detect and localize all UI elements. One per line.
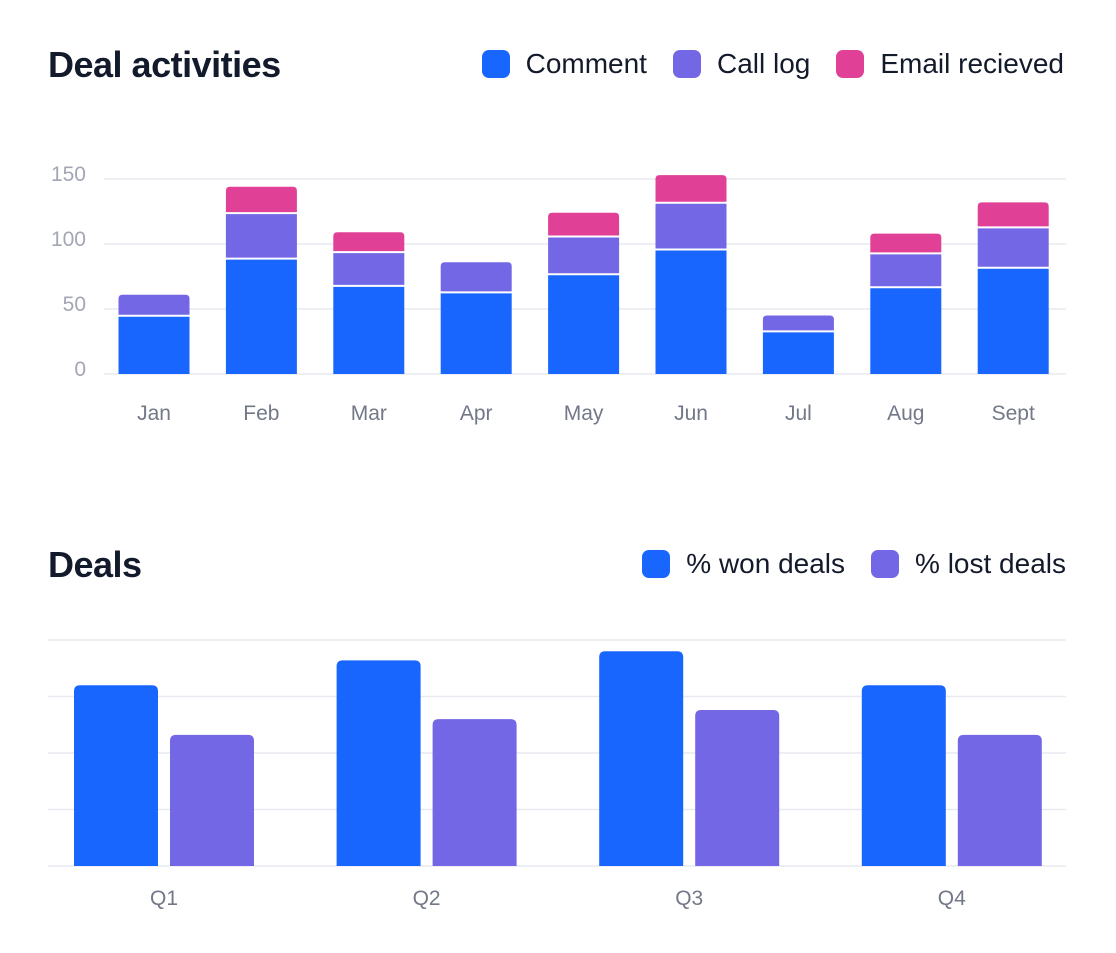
bar-comment (655, 250, 727, 374)
bar-email (225, 186, 297, 213)
legend-label: Call log (716, 48, 811, 79)
legend-swatch (481, 50, 510, 78)
legend-label: Comment (525, 48, 647, 79)
legend-swatch (642, 550, 671, 578)
bar-email (548, 212, 620, 236)
bar-won (74, 685, 158, 866)
chart-title-deals: Deals (48, 544, 142, 585)
bar-won (336, 660, 421, 866)
bar-comment (118, 316, 190, 374)
bar-call-log (977, 228, 1049, 267)
legend-swatch (672, 50, 701, 78)
bar-lost (957, 734, 1042, 866)
x-tick-label: Mar (351, 402, 387, 425)
bar-won (861, 685, 946, 866)
bar-call-log (548, 237, 620, 274)
legend-label: % won deals (686, 548, 846, 579)
bar-comment (870, 288, 942, 374)
bar-comment (762, 332, 834, 374)
x-tick-label: Jun (674, 402, 708, 425)
y-tick-label: 0 (74, 358, 86, 381)
x-tick-label: Q3 (675, 887, 703, 910)
x-tick-label: Q1 (150, 887, 178, 910)
x-tick-label: Jul (785, 402, 812, 425)
x-tick-label: Apr (460, 402, 493, 425)
bar-comment (225, 259, 297, 374)
bar-lost (695, 710, 780, 866)
bar-email (977, 202, 1049, 227)
bar-email (333, 232, 405, 252)
legend-deal-activities: Comment Call log Email recieved (456, 48, 1064, 80)
bar-comment (333, 286, 405, 374)
x-tick-label: Aug (887, 402, 924, 425)
x-tick-label: Q2 (413, 887, 441, 910)
bar-email (870, 233, 942, 253)
bar-lost (170, 734, 254, 866)
y-tick-label: 100 (51, 228, 86, 251)
bar-call-log (870, 254, 942, 287)
x-tick-label: Q4 (938, 887, 966, 910)
bar-call-log (118, 294, 190, 315)
bar-comment (440, 293, 512, 374)
legend-item-email: Email recieved (836, 48, 1064, 80)
x-tick-label: Jan (137, 402, 171, 425)
x-tick-label: Sept (992, 402, 1035, 425)
legend-item-call-log: Call log (672, 48, 811, 80)
bar-comment (977, 268, 1049, 374)
y-tick-label: 50 (63, 293, 86, 316)
legend-item-comment: Comment (481, 48, 647, 80)
bar-call-log (655, 203, 727, 249)
bar-email (655, 175, 727, 202)
bar-call-log (225, 214, 297, 258)
legend-label: % lost deals (915, 548, 1066, 579)
bar-call-log (440, 262, 512, 292)
bar-call-log (333, 253, 405, 285)
legend-item-won: % won deals (642, 548, 845, 580)
bar-lost (432, 719, 517, 866)
legend-deals: % won deals % lost deals (616, 548, 1066, 580)
legend-item-lost: % lost deals (871, 548, 1066, 580)
legend-label: Email recieved (880, 48, 1064, 79)
chart-title-deal-activities: Deal activities (48, 44, 281, 85)
bar-comment (548, 275, 620, 374)
bar-won (599, 651, 684, 866)
y-tick-label: 150 (51, 163, 86, 186)
legend-swatch (871, 550, 900, 578)
x-tick-label: Feb (243, 402, 279, 425)
bar-call-log (762, 315, 834, 331)
x-tick-label: May (564, 402, 604, 425)
legend-swatch (836, 50, 865, 78)
